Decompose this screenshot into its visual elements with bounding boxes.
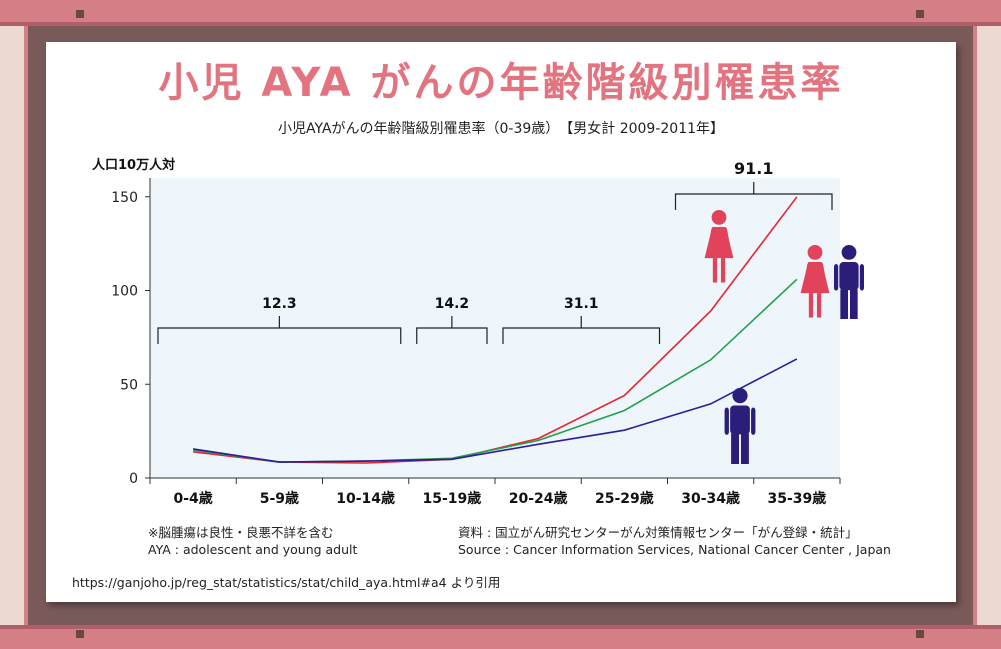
- frame-rivet: [76, 630, 84, 638]
- y-tick-label: 50: [120, 377, 138, 393]
- page-title: 小児 AYA がんの年齢階級別罹患率: [158, 60, 844, 106]
- series-line: [192, 358, 798, 463]
- range-bracket: [416, 316, 488, 344]
- frame-left-side: [0, 26, 28, 625]
- x-tick-label: 15-19歳: [422, 490, 481, 507]
- frame-bottom-band: [0, 625, 1001, 649]
- female-icon: [704, 210, 734, 283]
- frame-rivet: [916, 630, 924, 638]
- range-total-label: 14.2: [435, 296, 470, 312]
- range-bracket: [502, 316, 661, 344]
- frame-right-side: [973, 26, 1001, 625]
- range-total-label: 91.1: [734, 159, 773, 178]
- x-tick-label: 30-34歳: [681, 490, 740, 507]
- incidence-line-chart: 0 50 100 150 人口10万人対 0-4歳 5-9歳 10-14歳 15-19歳 20-2…: [92, 157, 865, 507]
- source-english: Source : Cancer Information Services, Na…: [458, 542, 891, 557]
- source-japanese: 資料 : 国立がん研究センターがん対策情報センター「がん登録・統計」: [458, 525, 858, 540]
- frame-top-band: [0, 0, 1001, 26]
- y-axis-label: 人口10万人対: [92, 157, 175, 173]
- x-tick-label: 5-9歳: [260, 490, 299, 507]
- x-tick-label: 35-39歳: [767, 490, 826, 507]
- female-icon: [800, 245, 830, 318]
- y-tick-label: 150: [111, 190, 138, 206]
- male-icon: [724, 388, 756, 464]
- frame-rivet: [76, 10, 84, 18]
- y-tick-label: 100: [111, 284, 138, 300]
- frame-rivet: [916, 10, 924, 18]
- range-bracket: [157, 316, 402, 344]
- chart-title: 小児AYAがんの年齢階級別罹患率（0-39歳） 【男女計 2009-2011年】: [277, 121, 725, 137]
- note-aya-definition: AYA : adolescent and young adult: [148, 542, 358, 557]
- x-tick-label: 25-29歳: [595, 490, 654, 507]
- y-tick-label: 0: [129, 471, 138, 487]
- range-bracket: [674, 182, 833, 210]
- range-total-label: 31.1: [564, 296, 599, 312]
- source-url: https://ganjoho.jp/reg_stat/statistics/s…: [72, 575, 501, 590]
- chart-card: 小児 AYA がんの年齢階級別罹患率 小児AYAがんの年齢階級別罹患率（0-39…: [46, 42, 956, 602]
- male-icon: [833, 245, 865, 319]
- range-total-label: 12.3: [262, 296, 297, 312]
- x-tick-label: 0-4歳: [173, 490, 212, 507]
- x-tick-label: 20-24歳: [509, 490, 568, 507]
- x-tick-label: 10-14歳: [336, 490, 395, 507]
- note-brain-tumor: ※脳腫瘍は良性・良悪不詳を含む: [148, 525, 334, 540]
